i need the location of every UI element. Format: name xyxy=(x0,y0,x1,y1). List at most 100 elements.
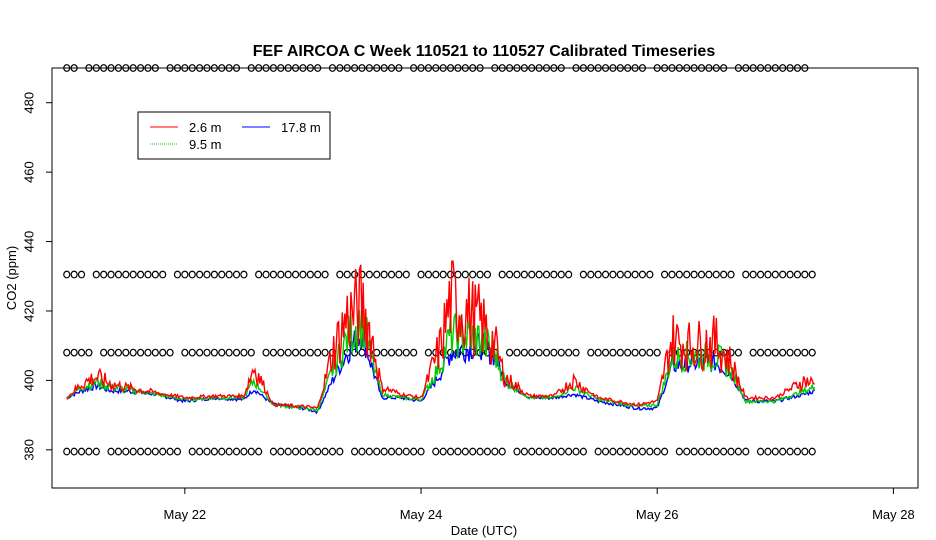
reference-marker xyxy=(225,447,233,456)
x-tick-label: May 28 xyxy=(872,507,915,522)
reference-marker xyxy=(92,270,100,279)
reference-marker xyxy=(506,348,514,357)
reference-marker xyxy=(173,270,182,279)
reference-marker xyxy=(535,447,543,456)
reference-marker xyxy=(579,447,588,456)
reference-marker xyxy=(424,270,433,279)
reference-marker xyxy=(166,447,174,456)
reference-marker xyxy=(70,270,78,279)
reference-marker xyxy=(660,64,669,72)
reference-marker xyxy=(734,64,743,72)
reference-marker xyxy=(365,270,373,279)
y-axis: 380 400 420 440 460 480 xyxy=(21,92,53,461)
reference-marker xyxy=(269,447,278,456)
reference-marker xyxy=(469,447,477,456)
reference-marker xyxy=(210,64,218,72)
reference-marker xyxy=(764,348,772,357)
y-tick-label: 460 xyxy=(21,161,36,183)
reference-marker xyxy=(491,447,499,456)
series-layer xyxy=(66,260,816,415)
reference-marker xyxy=(203,348,211,357)
reference-marker xyxy=(70,447,78,456)
reference-marker xyxy=(742,64,750,72)
reference-marker xyxy=(129,447,137,456)
reference-marker xyxy=(159,447,167,456)
reference-marker xyxy=(749,64,757,72)
reference-marker xyxy=(299,270,307,279)
reference-marker xyxy=(85,348,93,357)
reference-marker xyxy=(203,447,211,456)
reference-marker xyxy=(446,64,455,72)
reference-marker xyxy=(771,64,779,72)
reference-marker xyxy=(690,447,698,456)
reference-marker xyxy=(638,447,647,456)
reference-marker xyxy=(720,270,728,279)
reference-marker xyxy=(756,447,765,456)
reference-marker xyxy=(520,447,528,456)
reference-marker xyxy=(114,447,123,456)
reference-marker xyxy=(321,447,329,456)
reference-marker xyxy=(107,348,115,357)
reference-marker xyxy=(247,447,255,456)
reference-marker xyxy=(299,64,307,72)
reference-marker xyxy=(432,270,440,279)
legend-label-17-8m: 17.8 m xyxy=(281,120,321,135)
reference-marker xyxy=(77,447,86,456)
reference-marker xyxy=(358,348,366,357)
reference-marker xyxy=(565,348,573,357)
reference-marker xyxy=(100,270,108,279)
reference-marker xyxy=(225,64,233,72)
reference-marker xyxy=(351,64,359,72)
legend-label-9-5m: 9.5 m xyxy=(189,137,222,152)
reference-marker xyxy=(277,348,285,357)
reference-marker xyxy=(476,64,484,72)
reference-marker xyxy=(601,64,610,72)
reference-marker xyxy=(173,447,182,456)
reference-marker xyxy=(417,270,425,279)
reference-marker xyxy=(461,270,469,279)
reference-marker xyxy=(683,447,691,456)
reference-marker xyxy=(232,64,241,72)
reference-marker xyxy=(793,270,802,279)
reference-marker xyxy=(587,348,595,357)
reference-marker xyxy=(291,64,300,72)
reference-marker xyxy=(255,64,263,72)
reference-marker xyxy=(705,447,713,456)
reference-marker xyxy=(262,348,270,357)
reference-marker xyxy=(291,348,300,357)
reference-marker xyxy=(476,270,484,279)
reference-marker xyxy=(808,447,816,456)
reference-marker xyxy=(402,447,410,456)
reference-marker xyxy=(616,270,624,279)
reference-marker xyxy=(697,270,706,279)
reference-marker xyxy=(136,270,145,279)
reference-marker xyxy=(454,64,462,72)
reference-marker xyxy=(225,348,233,357)
reference-marker xyxy=(801,64,809,72)
reference-marker xyxy=(520,270,528,279)
reference-marker xyxy=(225,270,233,279)
reference-marker xyxy=(432,64,440,72)
reference-marker xyxy=(277,447,285,456)
reference-marker xyxy=(151,447,159,456)
reference-marker xyxy=(410,348,418,357)
reference-marker xyxy=(63,348,71,357)
reference-marker xyxy=(668,64,676,72)
reference-marker xyxy=(793,348,802,357)
reference-marker xyxy=(550,270,558,279)
reference-marker xyxy=(395,447,403,456)
reference-marker xyxy=(498,447,506,456)
reference-marker xyxy=(742,270,750,279)
reference-marker xyxy=(122,64,130,72)
reference-marker xyxy=(528,348,536,357)
reference-marker xyxy=(284,64,292,72)
reference-marker xyxy=(306,348,314,357)
reference-marker xyxy=(188,64,196,72)
reference-marker xyxy=(136,348,145,357)
reference-marker xyxy=(579,270,588,279)
reference-marker xyxy=(454,447,462,456)
reference-marker xyxy=(210,348,218,357)
reference-marker xyxy=(255,270,263,279)
reference-marker xyxy=(668,270,676,279)
reference-marker xyxy=(542,348,551,357)
